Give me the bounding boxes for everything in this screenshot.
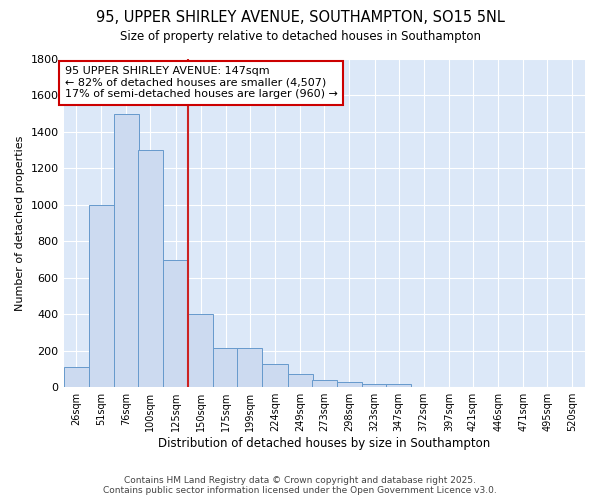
- Bar: [138, 150, 163, 387]
- Text: Size of property relative to detached houses in Southampton: Size of property relative to detached ho…: [119, 30, 481, 43]
- Bar: [262, 364, 287, 387]
- Text: 95 UPPER SHIRLEY AVENUE: 147sqm
← 82% of detached houses are smaller (4,507)
17%: 95 UPPER SHIRLEY AVENUE: 147sqm ← 82% of…: [65, 66, 337, 100]
- Text: Contains HM Land Registry data © Crown copyright and database right 2025.
Contai: Contains HM Land Registry data © Crown c…: [103, 476, 497, 495]
- Bar: [312, 380, 337, 387]
- Bar: [188, 314, 213, 387]
- Y-axis label: Number of detached properties: Number of detached properties: [15, 136, 25, 311]
- Bar: [386, 384, 411, 387]
- Bar: [238, 348, 262, 387]
- Bar: [114, 114, 139, 387]
- Bar: [287, 374, 313, 387]
- Bar: [362, 384, 387, 387]
- Bar: [89, 205, 114, 387]
- Bar: [64, 367, 89, 387]
- Bar: [337, 382, 362, 387]
- Bar: [213, 348, 238, 387]
- X-axis label: Distribution of detached houses by size in Southampton: Distribution of detached houses by size …: [158, 437, 490, 450]
- Text: 95, UPPER SHIRLEY AVENUE, SOUTHAMPTON, SO15 5NL: 95, UPPER SHIRLEY AVENUE, SOUTHAMPTON, S…: [95, 10, 505, 25]
- Bar: [163, 260, 188, 387]
